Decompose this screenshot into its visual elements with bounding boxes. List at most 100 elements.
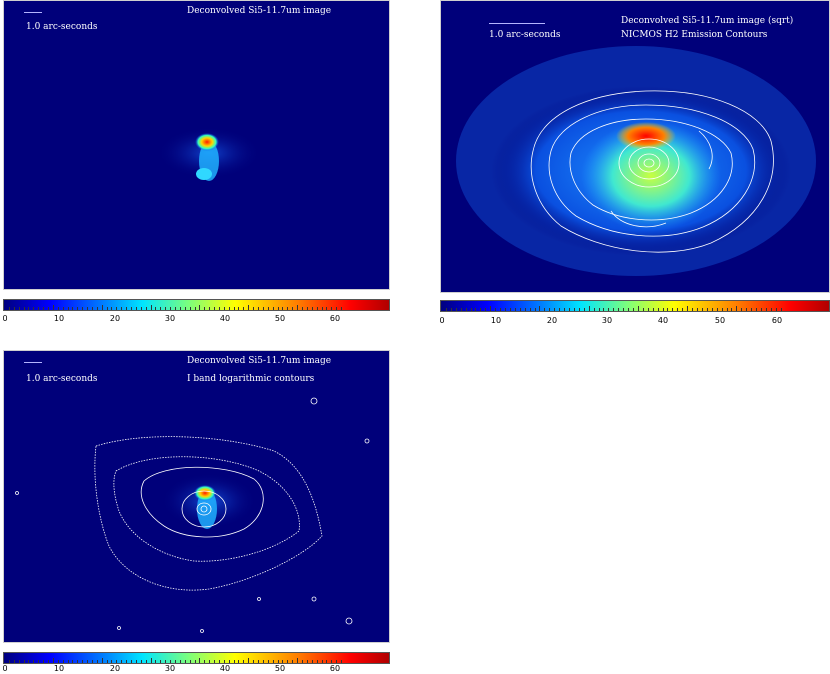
colorbar-tick — [43, 307, 44, 310]
colorbar-tick — [204, 307, 205, 310]
colorbar-tick — [214, 307, 215, 310]
colorbar-tick — [48, 307, 49, 310]
colorbar-tick — [146, 660, 147, 663]
colorbar-tick — [682, 308, 683, 311]
colorbar-tick — [238, 307, 239, 310]
colorbar-tick — [87, 660, 88, 663]
colorbar-tick — [160, 660, 161, 663]
colorbar-tick — [520, 308, 521, 311]
colorbar-tick — [126, 307, 127, 310]
colorbar-tick — [505, 308, 506, 311]
colorbar-tick-label: 10 — [53, 314, 65, 323]
colorbar-tick — [268, 660, 269, 663]
colorbar-tick — [33, 660, 34, 663]
colorbar-tick — [471, 308, 472, 311]
colorbar-tick — [107, 660, 108, 663]
colorbar-tick — [736, 306, 737, 311]
colorbar-tick — [282, 307, 283, 310]
colorbar-tick-label: 50 — [714, 316, 726, 325]
colorbar-tick — [756, 308, 757, 311]
colorbar-tick — [14, 307, 15, 310]
colorbar-tick — [574, 308, 575, 311]
colorbar-tick — [312, 307, 313, 310]
colorbar-tick — [466, 308, 467, 311]
colorbar-tick — [170, 660, 171, 663]
colorbar-labels: 0 10 20 30 40 50 60 — [439, 316, 830, 326]
colorbar-tick — [209, 660, 210, 663]
colorbar-tick — [199, 658, 200, 663]
colorbar-tick — [131, 307, 132, 310]
colorbar-tick — [263, 307, 264, 310]
colorbar-tick — [77, 307, 78, 310]
colorbar-tick-label: 20 — [109, 664, 121, 673]
colorbar-tick — [195, 660, 196, 663]
panel-subtitle: NICMOS H2 Emission Contours — [621, 30, 768, 40]
colorbar-tick — [14, 660, 15, 663]
colorbar-tick — [292, 307, 293, 310]
colorbar-tick — [653, 308, 654, 311]
nebula-peak — [616, 122, 676, 150]
colorbar-tick — [214, 660, 215, 663]
colorbar-tick — [53, 658, 54, 663]
colorbar-tick — [781, 308, 782, 311]
colorbar-tick — [549, 308, 550, 311]
colorbar-tick — [180, 307, 181, 310]
colorbar-tick — [248, 305, 249, 310]
colorbar-tick — [82, 660, 83, 663]
colorbar-tick — [53, 305, 54, 310]
colorbar-tick — [9, 660, 10, 663]
colorbar-tick — [722, 308, 723, 311]
colorbar-tick — [107, 307, 108, 310]
colorbar-tick-label: 30 — [164, 314, 176, 323]
colorbar-tick — [530, 308, 531, 311]
colorbar-tick — [776, 308, 777, 311]
colorbar-tick — [238, 660, 239, 663]
colorbar-tick — [77, 660, 78, 663]
colorbar-tick — [603, 308, 604, 311]
colorbar-tick — [268, 307, 269, 310]
colorbar-tick — [331, 307, 332, 310]
colorbar-tick — [278, 307, 279, 310]
colorbar-tick — [687, 306, 688, 311]
colorbar-tick — [68, 660, 69, 663]
colorbar-tick — [485, 308, 486, 311]
colorbar-tick — [263, 660, 264, 663]
colorbar-tick-label: 0 — [2, 314, 8, 323]
colorbar-tick — [618, 308, 619, 311]
colorbar-tick — [175, 307, 176, 310]
colorbar-tick — [623, 308, 624, 311]
colorbar-tick — [136, 660, 137, 663]
colorbar-tick — [234, 307, 235, 310]
colorbar-tick — [9, 307, 10, 310]
colorbar-tick — [48, 660, 49, 663]
colorbar-tick — [322, 307, 323, 310]
colorbar-tick — [544, 308, 545, 311]
colorbar-tick — [569, 308, 570, 311]
colorbar-tick — [307, 307, 308, 310]
panel-title: Deconvolved Si5-11.7um image — [187, 356, 332, 366]
colorbar-tick — [170, 307, 171, 310]
colorbar-tick — [72, 660, 73, 663]
colorbar-tick — [589, 306, 590, 311]
colorbar-labels: 0 10 20 30 40 50 60 — [2, 314, 390, 324]
colorbar-tick — [336, 307, 337, 310]
colorbar-tick — [278, 660, 279, 663]
colorbar-tick — [258, 307, 259, 310]
colorbar-tick — [539, 306, 540, 311]
colorbar-tick — [322, 660, 323, 663]
colorbar-tick — [658, 308, 659, 311]
emission-image-top-right — [456, 46, 816, 276]
colorbar-tick — [19, 307, 20, 310]
emission-image-top-left — [157, 127, 261, 181]
h2-contours — [530, 90, 774, 253]
colorbar-tick-label: 30 — [601, 316, 613, 325]
colorbar-tick — [584, 308, 585, 311]
colorbar-tick — [292, 660, 293, 663]
emission-image-bottom-left — [15, 397, 370, 633]
panel-subtitle: I band logarithmic contours — [187, 374, 315, 384]
scale-label: 1.0 arc-seconds — [26, 22, 98, 32]
colorbar-tick — [282, 660, 283, 663]
colorbar-tick — [219, 660, 220, 663]
colorbar-tick — [102, 305, 103, 310]
colorbar-tick — [341, 660, 342, 663]
